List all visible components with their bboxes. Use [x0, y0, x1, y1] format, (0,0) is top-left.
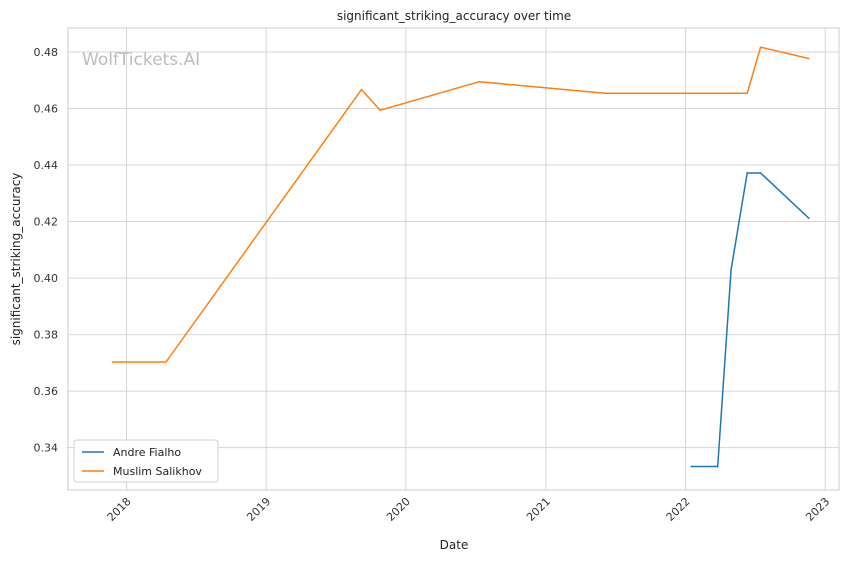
chart-title: significant_striking_accuracy over time — [337, 9, 571, 23]
legend-label: Muslim Salikhov — [113, 465, 202, 478]
legend-label: Andre Fialho — [113, 446, 181, 459]
series-1-point — [478, 80, 481, 83]
series-1-point — [807, 57, 810, 60]
x-tick-label: 2018 — [105, 495, 134, 524]
series-1-point — [759, 46, 762, 49]
series-1-point — [360, 88, 363, 91]
y-tick-label: 0.42 — [34, 216, 59, 229]
x-tick-label: 2019 — [244, 495, 273, 524]
x-tick-label: 2022 — [664, 495, 693, 524]
y-tick-label: 0.46 — [34, 103, 59, 116]
series-1-point — [379, 109, 382, 112]
y-tick-label: 0.34 — [34, 442, 59, 455]
legend-box — [73, 439, 219, 483]
y-tick-label: 0.48 — [34, 46, 59, 59]
series-1-point — [111, 361, 114, 363]
series-0-point — [807, 217, 810, 219]
series-1-point — [165, 361, 167, 363]
y-tick-label: 0.44 — [34, 159, 59, 172]
series-0-point — [690, 465, 693, 468]
x-tick-label: 2021 — [524, 495, 553, 524]
watermark: WolfTickets.AI — [82, 50, 200, 70]
plot-frame — [67, 27, 840, 491]
series-1-point — [746, 92, 748, 95]
x-tick-labels: 2018 2019 2020 2021 2022 2023 — [105, 495, 833, 524]
legend: Andre Fialho Muslim Salikhov — [73, 439, 219, 483]
y-tick-label: 0.38 — [34, 329, 59, 342]
y-tick-label: 0.36 — [34, 385, 59, 398]
series-line-0 — [691, 172, 810, 468]
x-axis-label: Date — [440, 538, 469, 552]
series-0-point — [716, 465, 719, 468]
y-axis-label: significant_striking_accuracy — [9, 173, 23, 346]
series-line-1 — [112, 46, 809, 363]
x-tick-label: 2023 — [803, 495, 832, 524]
y-tick-labels: 0.34 0.36 0.38 0.40 0.42 0.44 0.46 0.48 — [34, 46, 59, 455]
series-0-point — [759, 172, 762, 174]
series-0-point — [746, 172, 748, 174]
series-1-point — [604, 92, 607, 95]
grid — [68, 28, 839, 490]
x-tick-label: 2020 — [384, 495, 413, 524]
series-layer — [111, 46, 810, 468]
series-0-point — [730, 268, 732, 271]
y-tick-label: 0.40 — [34, 272, 59, 285]
